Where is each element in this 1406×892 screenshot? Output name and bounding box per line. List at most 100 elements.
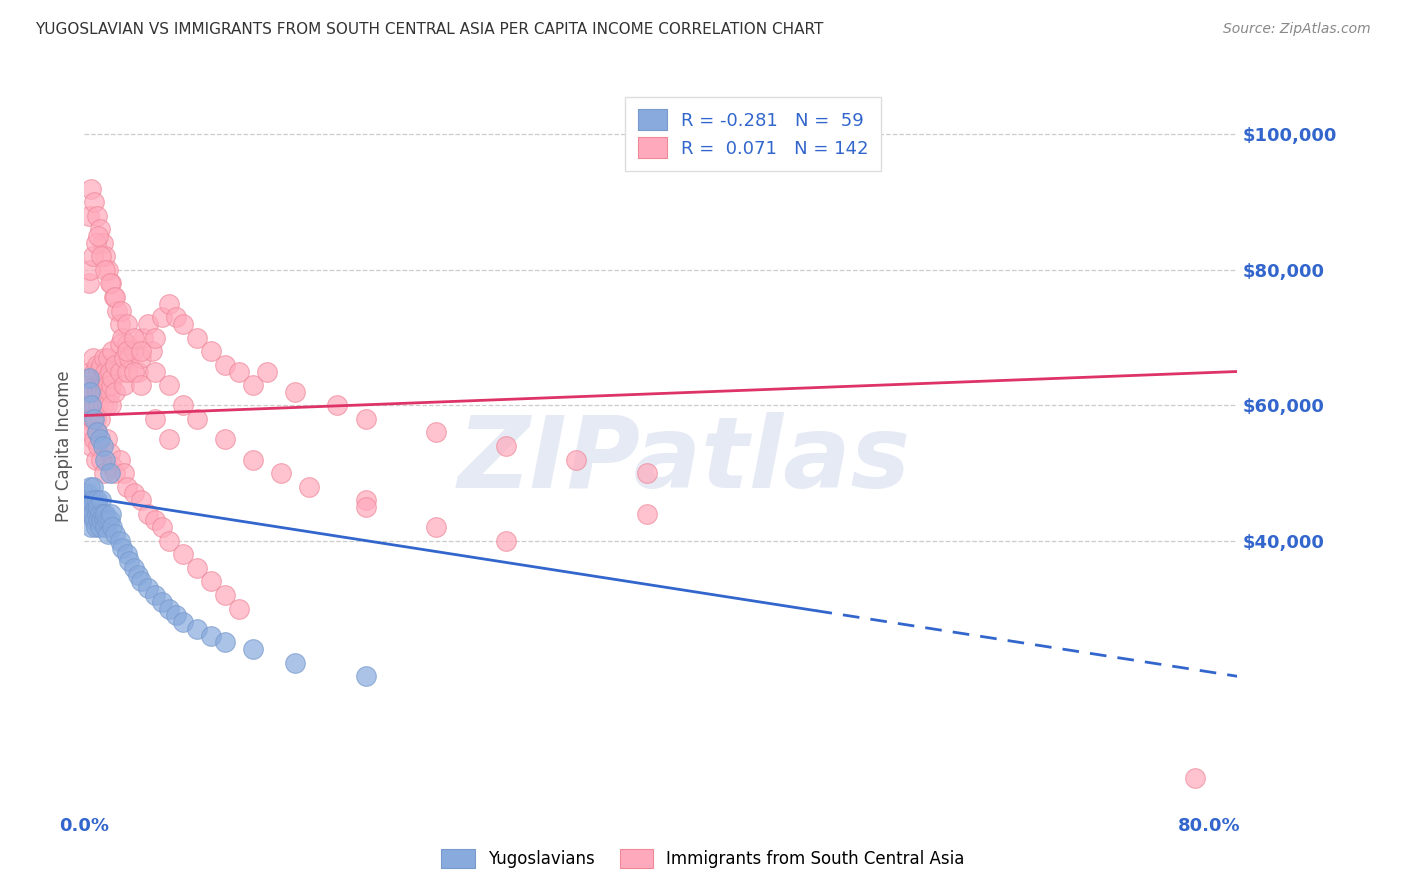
Point	[157, 601, 180, 615]
Point	[115, 317, 138, 331]
Point	[98, 364, 121, 378]
Point	[104, 290, 127, 304]
Point	[86, 493, 108, 508]
Point	[143, 588, 166, 602]
Point	[129, 493, 152, 508]
Point	[84, 452, 107, 467]
Point	[84, 520, 107, 534]
Point	[87, 398, 110, 412]
Point	[354, 412, 377, 426]
Point	[76, 412, 98, 426]
Point	[80, 520, 103, 534]
Point	[115, 344, 138, 359]
Point	[122, 364, 145, 378]
Point	[87, 514, 110, 528]
Point	[90, 384, 112, 399]
Point	[122, 486, 145, 500]
Point	[284, 384, 307, 399]
Point	[83, 364, 105, 378]
Y-axis label: Per Capita Income: Per Capita Income	[55, 370, 73, 522]
Point	[98, 514, 121, 528]
Point	[214, 635, 236, 649]
Point	[77, 277, 100, 291]
Point	[143, 412, 166, 426]
Point	[242, 642, 264, 657]
Point	[425, 425, 447, 440]
Point	[82, 480, 104, 494]
Point	[112, 351, 135, 365]
Point	[91, 235, 114, 250]
Point	[97, 527, 120, 541]
Point	[80, 181, 103, 195]
Point	[111, 541, 134, 555]
Point	[214, 432, 236, 446]
Point	[80, 412, 103, 426]
Point	[96, 432, 118, 446]
Point	[1184, 771, 1206, 785]
Point	[165, 310, 187, 325]
Point	[94, 263, 117, 277]
Point	[115, 480, 138, 494]
Point	[256, 364, 278, 378]
Point	[129, 351, 152, 365]
Point	[94, 364, 117, 378]
Point	[80, 371, 103, 385]
Point	[132, 331, 155, 345]
Point	[186, 561, 208, 575]
Point	[87, 500, 110, 514]
Point	[354, 669, 377, 683]
Point	[79, 480, 101, 494]
Point	[80, 493, 103, 508]
Point	[228, 601, 250, 615]
Point	[77, 507, 100, 521]
Point	[82, 412, 104, 426]
Point	[98, 384, 121, 399]
Point	[115, 337, 138, 351]
Point	[284, 656, 307, 670]
Point	[97, 263, 120, 277]
Point	[141, 344, 163, 359]
Point	[77, 418, 100, 433]
Point	[129, 344, 152, 359]
Point	[79, 425, 101, 440]
Point	[122, 344, 145, 359]
Point	[79, 398, 101, 412]
Point	[104, 466, 127, 480]
Point	[91, 398, 114, 412]
Point	[96, 514, 118, 528]
Point	[186, 412, 208, 426]
Point	[104, 527, 127, 541]
Point	[172, 398, 194, 412]
Point	[101, 371, 124, 385]
Point	[242, 452, 264, 467]
Point	[76, 486, 98, 500]
Point	[86, 507, 108, 521]
Point	[101, 459, 124, 474]
Point	[103, 290, 125, 304]
Point	[86, 425, 108, 440]
Point	[157, 432, 180, 446]
Point	[96, 371, 118, 385]
Point	[186, 331, 208, 345]
Point	[172, 615, 194, 629]
Point	[93, 466, 115, 480]
Point	[84, 378, 107, 392]
Point	[298, 480, 321, 494]
Point	[90, 514, 112, 528]
Point	[77, 493, 100, 508]
Point	[110, 303, 132, 318]
Point	[82, 249, 104, 263]
Point	[122, 561, 145, 575]
Point	[82, 384, 104, 399]
Point	[150, 520, 173, 534]
Point	[105, 303, 128, 318]
Point	[90, 249, 112, 263]
Point	[94, 507, 117, 521]
Point	[90, 358, 112, 372]
Point	[83, 398, 105, 412]
Point	[91, 439, 114, 453]
Point	[82, 507, 104, 521]
Point	[495, 533, 517, 548]
Point	[104, 384, 127, 399]
Point	[228, 364, 250, 378]
